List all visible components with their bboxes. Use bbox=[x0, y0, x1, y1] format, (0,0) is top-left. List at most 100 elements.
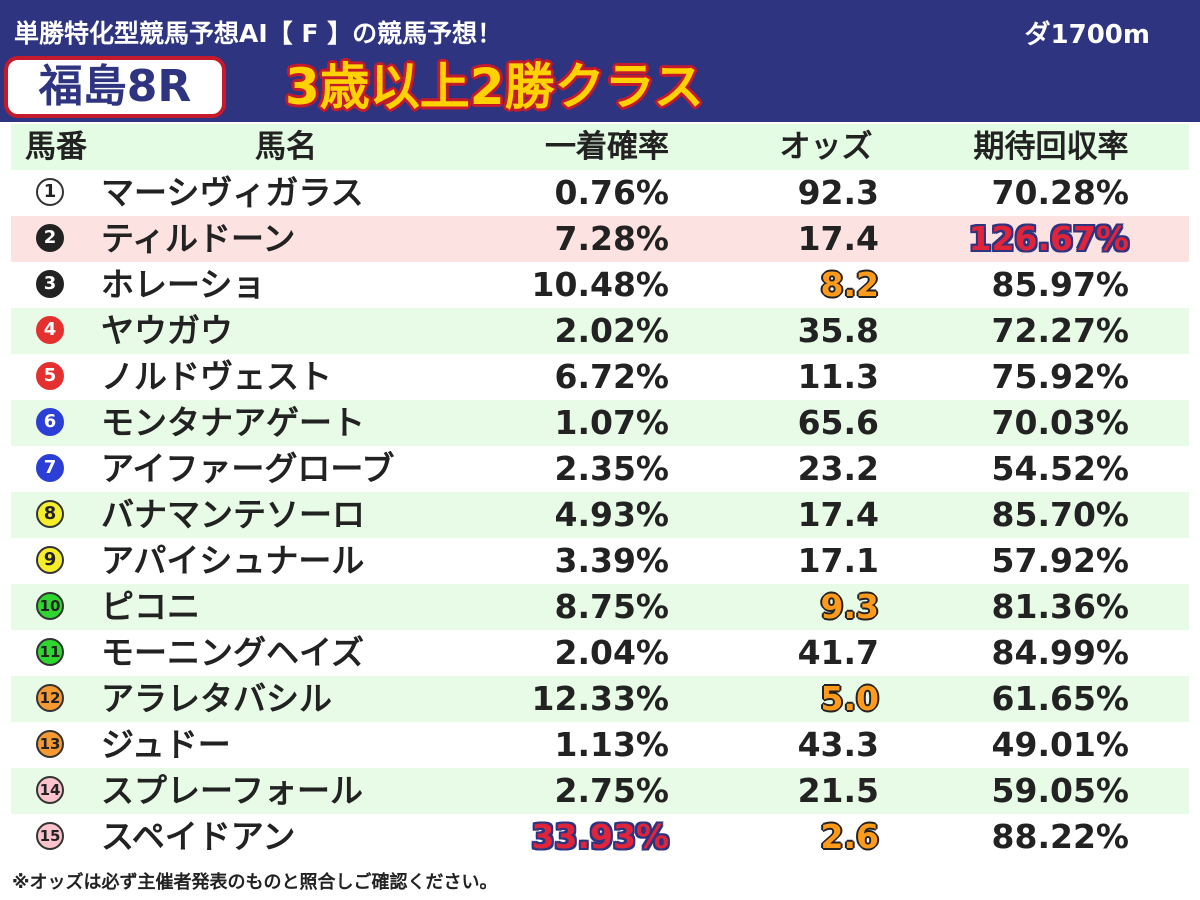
table-row: 7 アイファーグローブ 2.35% 23.2 54.52% bbox=[11, 446, 1189, 492]
table-row: 6 モンタナアゲート 1.07% 65.6 70.03% bbox=[11, 400, 1189, 446]
horse-name: ノルドヴェスト bbox=[101, 357, 332, 396]
table-row: 8 バナマンテソーロ 4.93% 17.4 85.70% bbox=[11, 492, 1189, 538]
horse-number-badge: 7 bbox=[36, 454, 64, 482]
expected-return: 54.52% bbox=[991, 449, 1129, 488]
horse-name: スプレーフォール bbox=[101, 771, 364, 810]
horse-number-badge: 8 bbox=[36, 500, 64, 528]
odds: 17.4 bbox=[797, 495, 879, 534]
win-probability: 0.76% bbox=[554, 173, 670, 212]
win-probability: 33.93% bbox=[531, 817, 669, 856]
odds: 11.3 bbox=[797, 357, 879, 396]
table-row: 4 ヤウガウ 2.02% 35.8 72.27% bbox=[11, 308, 1189, 354]
horse-name: アイファーグローブ bbox=[101, 449, 395, 488]
course-distance: ダ1700m bbox=[1024, 20, 1150, 50]
horse-name: アパイシュナール bbox=[101, 541, 365, 580]
table-row: 9 アパイシュナール 3.39% 17.1 57.92% bbox=[11, 538, 1189, 584]
table-row: 1 マーシヴィガラス 0.76% 92.3 70.28% bbox=[11, 170, 1189, 216]
win-probability: 2.02% bbox=[554, 311, 670, 350]
win-probability: 1.07% bbox=[554, 403, 670, 442]
expected-return: 57.92% bbox=[991, 541, 1129, 580]
table-row: 3 ホレーショ 10.48% 8.2 85.97% bbox=[11, 262, 1189, 308]
table-row: 2 ティルドーン 7.28% 17.4 126.67% bbox=[11, 216, 1189, 262]
expected-return: 81.36% bbox=[991, 587, 1129, 626]
horse-number-badge: 3 bbox=[36, 270, 64, 298]
expected-return: 72.27% bbox=[991, 311, 1129, 350]
expected-return: 59.05% bbox=[991, 771, 1129, 810]
win-probability: 1.13% bbox=[554, 725, 670, 764]
horse-number-badge: 11 bbox=[36, 638, 64, 666]
race-name: 福島8R bbox=[38, 61, 192, 112]
table-row: 11 モーニングヘイズ 2.04% 41.7 84.99% bbox=[11, 630, 1189, 676]
odds: 92.3 bbox=[797, 173, 879, 212]
win-probability: 6.72% bbox=[554, 357, 670, 396]
odds: 9.3 bbox=[820, 587, 879, 626]
column-header-win-probability: 一着確率 bbox=[545, 129, 669, 165]
horse-name: ジュドー bbox=[101, 725, 231, 764]
table-row: 10 ピコニ 8.75% 9.3 81.36% bbox=[11, 584, 1189, 630]
horse-number-badge: 6 bbox=[36, 408, 64, 436]
page-subtitle: 単勝特化型競馬予想AI【 F 】の競馬予想！ bbox=[14, 19, 503, 48]
win-probability: 4.93% bbox=[554, 495, 670, 534]
column-header-expected-return: 期待回収率 bbox=[973, 129, 1129, 165]
table-header-row: 馬番 馬名 一着確率 オッズ 期待回収率 bbox=[11, 124, 1189, 170]
odds: 5.0 bbox=[820, 679, 879, 718]
horse-number-badge: 5 bbox=[36, 362, 64, 390]
expected-return: 88.22% bbox=[991, 817, 1129, 856]
race-name-box: 福島8R bbox=[4, 56, 226, 118]
odds-disclaimer: ※オッズは必ず主催者発表のものと照合しご確認ください。 bbox=[12, 872, 498, 893]
expected-return: 70.28% bbox=[991, 173, 1129, 212]
expected-return: 70.03% bbox=[991, 403, 1129, 442]
odds: 21.5 bbox=[797, 771, 879, 810]
race-class: 3歳以上2勝クラス bbox=[285, 58, 704, 116]
win-probability: 2.75% bbox=[554, 771, 670, 810]
horse-name: モンタナアゲート bbox=[101, 403, 365, 442]
expected-return: 85.70% bbox=[991, 495, 1129, 534]
expected-return: 49.01% bbox=[991, 725, 1129, 764]
horse-number-badge: 9 bbox=[36, 546, 64, 574]
expected-return: 126.67% bbox=[968, 219, 1129, 258]
expected-return: 85.97% bbox=[991, 265, 1129, 304]
column-header-number: 馬番 bbox=[25, 129, 87, 165]
table-row: 13 ジュドー 1.13% 43.3 49.01% bbox=[11, 722, 1189, 768]
horse-number-badge: 13 bbox=[36, 730, 64, 758]
win-probability: 2.04% bbox=[554, 633, 670, 672]
horse-name: スペイドアン bbox=[101, 817, 296, 856]
table-body: 1 マーシヴィガラス 0.76% 92.3 70.28% 2 ティルドーン 7.28% 17.4… bbox=[11, 170, 1189, 860]
prediction-table: 馬番 馬名 一着確率 オッズ 期待回収率 1 マーシヴィガラス 0.76% 92.3 7… bbox=[11, 124, 1189, 860]
horse-name: ティルドーン bbox=[101, 219, 296, 258]
odds: 17.1 bbox=[797, 541, 879, 580]
expected-return: 61.65% bbox=[991, 679, 1129, 718]
horse-number-badge: 12 bbox=[36, 684, 64, 712]
win-probability: 2.35% bbox=[554, 449, 670, 488]
expected-return: 75.92% bbox=[991, 357, 1129, 396]
odds: 17.4 bbox=[797, 219, 879, 258]
win-probability: 12.33% bbox=[531, 679, 669, 718]
horse-name: モーニングヘイズ bbox=[101, 633, 365, 672]
win-probability: 8.75% bbox=[554, 587, 670, 626]
win-probability: 7.28% bbox=[554, 219, 670, 258]
table-row: 12 アラレタバシル 12.33% 5.0 61.65% bbox=[11, 676, 1189, 722]
win-probability: 3.39% bbox=[554, 541, 670, 580]
horse-name: マーシヴィガラス bbox=[101, 173, 364, 212]
odds: 2.6 bbox=[820, 817, 879, 856]
odds: 65.6 bbox=[797, 403, 879, 442]
horse-number-badge: 14 bbox=[36, 776, 64, 804]
column-header-odds: オッズ bbox=[779, 129, 873, 165]
horse-name: ホレーショ bbox=[101, 265, 266, 304]
horse-name: ピコニ bbox=[101, 587, 200, 626]
win-probability: 10.48% bbox=[531, 265, 669, 304]
horse-number-badge: 15 bbox=[36, 822, 64, 850]
horse-number-badge: 1 bbox=[36, 178, 64, 206]
odds: 43.3 bbox=[797, 725, 879, 764]
odds: 8.2 bbox=[820, 265, 879, 304]
horse-number-badge: 2 bbox=[36, 224, 64, 252]
column-header-horse-name: 馬名 bbox=[255, 129, 317, 165]
table-row: 15 スペイドアン 33.93% 2.6 88.22% bbox=[11, 814, 1189, 860]
expected-return: 84.99% bbox=[991, 633, 1129, 672]
odds: 23.2 bbox=[797, 449, 879, 488]
horse-name: アラレタバシル bbox=[101, 679, 332, 718]
odds: 41.7 bbox=[797, 633, 879, 672]
horse-name: バナマンテソーロ bbox=[101, 495, 365, 534]
odds: 35.8 bbox=[797, 311, 879, 350]
header-banner: 単勝特化型競馬予想AI【 F 】の競馬予想！ ダ1700m 福島8R 3歳以上2… bbox=[0, 0, 1200, 122]
